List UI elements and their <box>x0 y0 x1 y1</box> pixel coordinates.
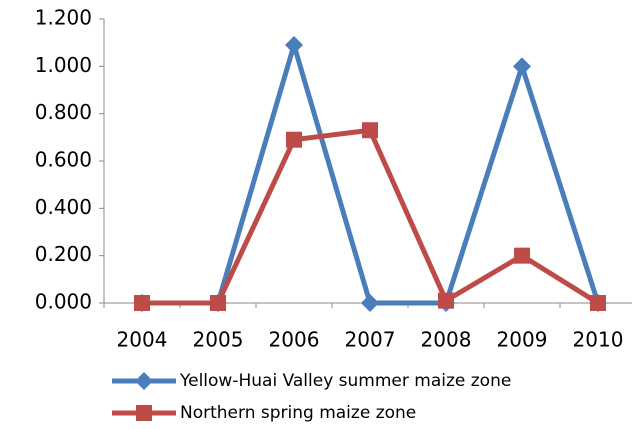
data-point <box>286 131 302 148</box>
data-point <box>134 295 150 311</box>
legend-label: Yellow-Huai Valley summer maize zone <box>179 371 511 391</box>
y-tick-label: 0.000 <box>35 290 92 314</box>
y-tick-label: 0.400 <box>35 195 92 219</box>
data-point <box>590 295 606 311</box>
y-tick-label: 1.200 <box>35 6 92 30</box>
x-tick-label: 2004 <box>117 328 168 352</box>
data-point <box>285 36 303 55</box>
x-tick-label: 2010 <box>573 328 624 352</box>
data-point <box>361 294 379 312</box>
legend-marker <box>136 405 152 421</box>
y-tick-label: 0.200 <box>35 242 92 266</box>
data-point <box>210 295 226 311</box>
y-tick-label: 0.800 <box>35 100 92 124</box>
data-point <box>438 292 454 309</box>
data-point <box>514 247 530 264</box>
legend-marker <box>135 372 153 390</box>
series-line <box>142 127 600 306</box>
data-point <box>362 122 378 139</box>
x-tick-label: 2008 <box>421 328 472 352</box>
data-point <box>513 57 531 76</box>
y-tick-label: 1.000 <box>35 53 92 77</box>
y-tick-label: 0.600 <box>35 148 92 172</box>
x-tick-label: 2007 <box>345 328 396 352</box>
series-line <box>142 42 601 306</box>
legend-label: Northern spring maize zone <box>180 403 416 423</box>
x-tick-label: 2009 <box>497 328 548 352</box>
x-tick-label: 2006 <box>269 328 320 352</box>
x-tick-label: 2005 <box>193 328 244 352</box>
